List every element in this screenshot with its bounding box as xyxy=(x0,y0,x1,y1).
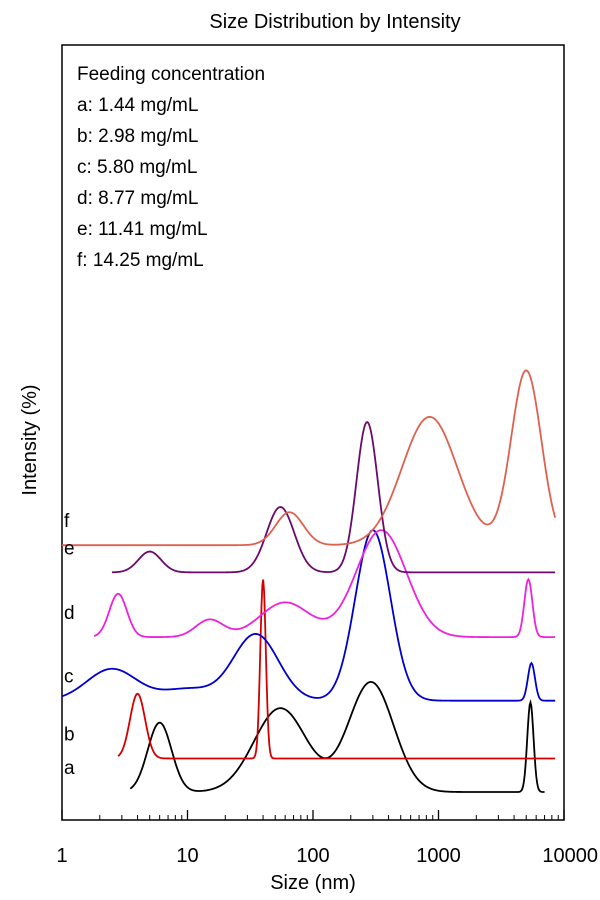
legend-entry-b: b: 2.98 mg/mL xyxy=(77,126,198,147)
y-axis-label: Intensity (%) xyxy=(19,384,41,495)
series-labels: ab c d ef xyxy=(64,511,75,779)
series-c-curve xyxy=(61,529,556,702)
legend-entry-a: a: 1.44 mg/mL xyxy=(77,95,198,116)
x-tick-label: 100 xyxy=(296,845,329,867)
series-f-label: f xyxy=(64,511,70,532)
x-axis: 1 10 100 1000 10000 xyxy=(56,810,598,867)
series-group xyxy=(61,369,557,793)
legend-heading: Feeding concentration xyxy=(77,64,265,85)
series-d-label: d xyxy=(64,603,75,624)
legend-entry-c: c: 5.80 mg/mL xyxy=(77,157,197,178)
legend-entry-e: e: 11.41 mg/mL xyxy=(77,219,208,240)
series-c-label: c xyxy=(64,667,74,688)
series-e-curve xyxy=(111,421,556,574)
series-a-label: a xyxy=(64,758,75,779)
chart-title: Size Distribution by Intensity xyxy=(209,11,460,33)
series-e-label: e xyxy=(64,538,75,559)
x-axis-label: Size (nm) xyxy=(270,872,356,894)
legend-entry-d: d: 8.77 mg/mL xyxy=(77,188,198,209)
series-b-curve xyxy=(117,579,556,760)
legend-entry-f: f: 14.25 mg/mL xyxy=(77,250,204,271)
legend: Feeding concentration a: 1.44 mg/mL b: 2… xyxy=(77,64,265,271)
series-d-curve xyxy=(93,529,556,638)
series-f-curve xyxy=(62,369,557,547)
x-tick-label: 10000 xyxy=(542,845,598,867)
series-a-curve xyxy=(129,681,545,793)
x-tick-label: 1000 xyxy=(416,845,461,867)
series-b-label: b xyxy=(64,725,75,746)
x-tick-label: 1 xyxy=(56,845,67,867)
x-tick-label: 10 xyxy=(176,845,198,867)
